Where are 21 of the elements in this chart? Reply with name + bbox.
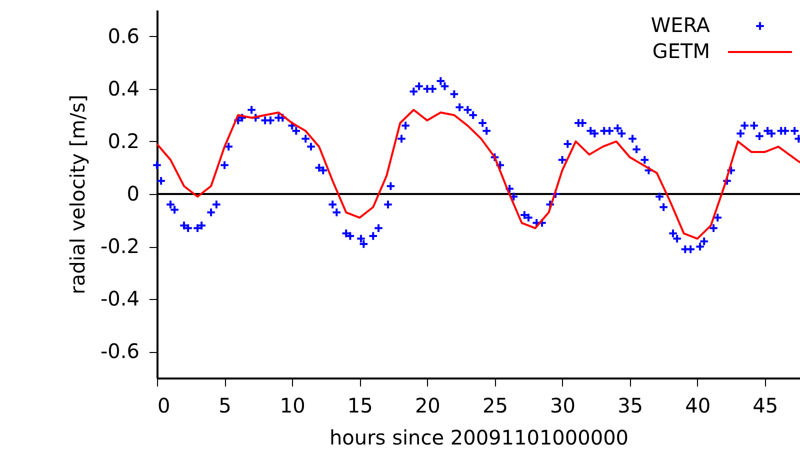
x-tick-label: 30	[550, 394, 576, 418]
legend-label: GETM	[652, 39, 710, 63]
y-tick-label: 0.4	[108, 76, 140, 100]
x-tick-label: 0	[158, 394, 170, 418]
x-tick-label: 15	[347, 394, 373, 418]
x-tick-label: 45	[752, 394, 778, 418]
x-tick-label: 40	[685, 394, 711, 418]
y-tick-label: -0.4	[100, 286, 140, 311]
x-tick-label: 5	[218, 394, 232, 418]
x-tick-label: 10	[280, 394, 306, 418]
y-tick-label: 0.6	[108, 24, 140, 48]
y-tick-label: 0	[126, 182, 140, 206]
x-tick-label: 35	[618, 394, 644, 418]
x-tick-label: 20	[414, 394, 440, 418]
y-tick-label: -0.6	[100, 339, 140, 364]
y-axis-title: radial velocity [m/s]	[65, 94, 90, 294]
x-tick-label: 25	[482, 394, 508, 418]
x-axis-title: hours since 20091101000000	[329, 426, 629, 450]
legend-label: WERA	[650, 13, 710, 37]
y-tick-label: -0.2	[100, 234, 140, 258]
y-tick-label: 0.2	[108, 128, 140, 153]
